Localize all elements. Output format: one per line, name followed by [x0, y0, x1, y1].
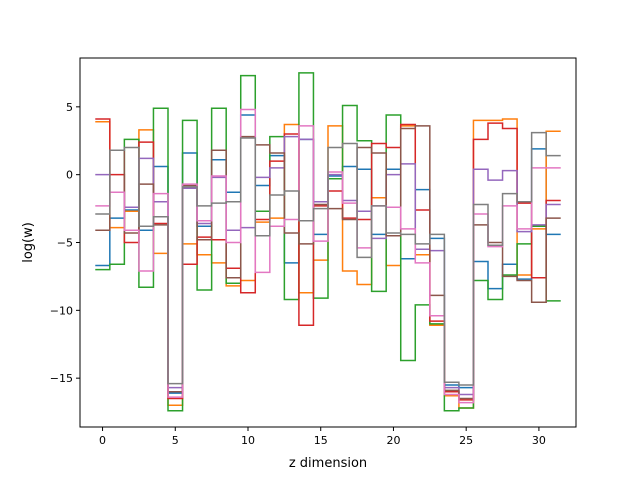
y-tick-label: −10: [50, 304, 73, 317]
x-tick-label: 5: [172, 434, 179, 447]
x-tick-label: 30: [532, 434, 546, 447]
series-layer: [95, 72, 561, 412]
y-axis-label: log(w): [21, 222, 36, 263]
y-tick-label: −5: [57, 237, 73, 250]
y-tick-label: −15: [50, 372, 73, 385]
x-tick-label: 0: [99, 434, 106, 447]
y-tick-label: 0: [66, 169, 73, 182]
x-tick-label: 15: [314, 434, 328, 447]
y-axis: −15 −10 −5 0 5: [50, 101, 80, 385]
y-tick-label: 5: [66, 101, 73, 114]
x-axis: 0 5 10 15 20 25 30: [99, 427, 546, 447]
x-tick-label: 25: [459, 434, 473, 447]
x-tick-label: 20: [386, 434, 400, 447]
x-axis-label: z dimension: [289, 456, 367, 471]
series-line-8: [95, 131, 561, 386]
x-tick-label: 10: [241, 434, 255, 447]
